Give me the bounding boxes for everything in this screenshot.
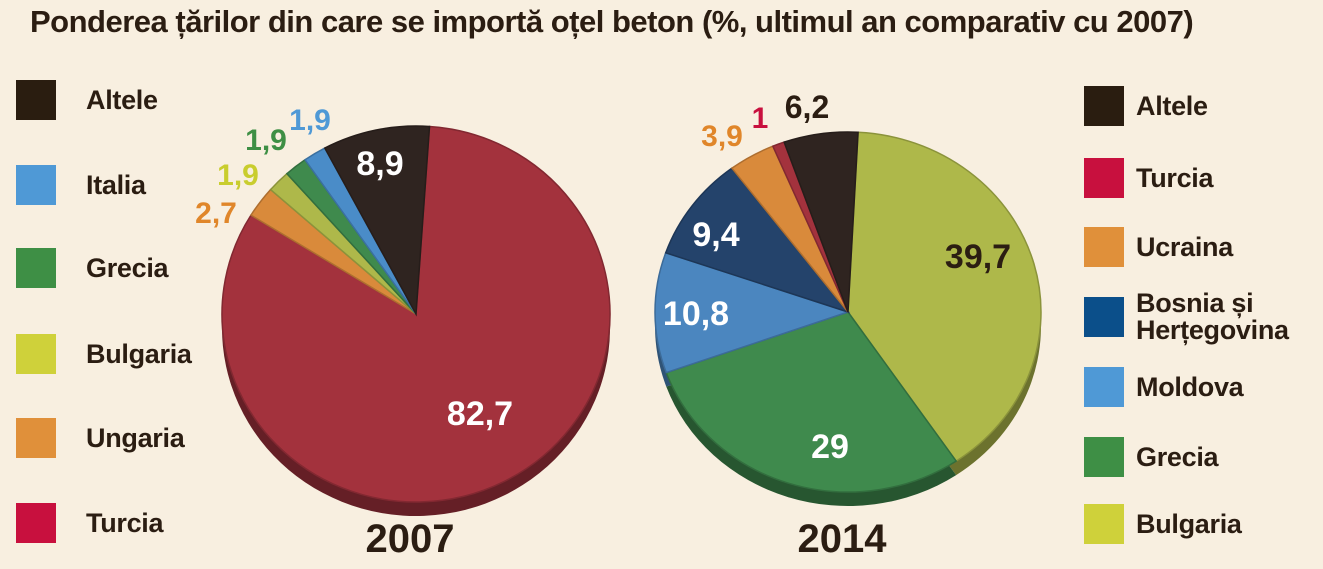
legend-item-grecia: Grecia [16, 248, 169, 288]
legend-label: Bulgaria [86, 338, 192, 369]
legend-label: Bulgaria [1136, 508, 1242, 539]
legend-item-turcia: Turcia [1084, 158, 1214, 198]
legend-swatch [1084, 158, 1124, 198]
chart-title: Ponderea țărilor din care se importă oțe… [30, 4, 1194, 39]
legend-label: Altele [86, 84, 158, 115]
pie-2007-label-turcia: 82,7 [447, 395, 513, 433]
legend-swatch [16, 248, 56, 288]
pie-2014-label-bulgaria: 39,7 [945, 238, 1011, 276]
legend-item-moldova: Moldova [1084, 367, 1244, 407]
legend-label: Altele [1136, 90, 1208, 121]
legend-swatch [1084, 86, 1124, 126]
legend-swatch [16, 334, 56, 374]
legend-item-italia: Italia [16, 165, 146, 205]
legend-item-ucraina: Ucraina [1084, 227, 1233, 267]
legend-item-bulgaria: Bulgaria [16, 334, 192, 374]
pie-2007-label-grecia: 1,9 [245, 124, 287, 157]
legend-label: Turcia [1136, 162, 1214, 193]
pie-2007-label-italia: 1,9 [289, 104, 331, 137]
year-label-2007: 2007 [366, 517, 455, 561]
pie-2014-label-altele: 6,2 [785, 89, 829, 125]
pie-2007-label-bulgaria: 1,9 [217, 159, 259, 192]
pie-2007-label-ungaria: 2,7 [195, 197, 237, 230]
legend-label: Ucraina [1136, 231, 1233, 262]
pie-2014-slice-bosnia [664, 167, 851, 314]
legend-swatch [1084, 437, 1124, 477]
legend-item-turcia: Turcia [16, 503, 164, 543]
pie-2014-label-grecia: 29 [811, 428, 849, 466]
legend-item-bulgaria: Bulgaria [1084, 504, 1242, 544]
legend-label: Grecia [1136, 441, 1219, 472]
legend-label: Italia [86, 169, 146, 200]
legend-item-grecia: Grecia [1084, 437, 1219, 477]
legend-item-bosnia: Bosnia și Herțegovina [1084, 290, 1323, 344]
pie-2007-label-altele: 8,9 [356, 145, 403, 183]
legend-label: Ungaria [86, 422, 185, 453]
legend-swatch [1084, 504, 1124, 544]
pie-2014-label-moldova: 10,8 [663, 295, 729, 333]
legend-item-ungaria: Ungaria [16, 418, 185, 458]
legend-swatch [1084, 367, 1124, 407]
legend-swatch [1084, 227, 1124, 267]
pie-2014-slice-moldova [654, 251, 851, 374]
pie-2014-slice-bulgaria [847, 131, 1042, 463]
pie-2014-slice-grecia [665, 311, 958, 493]
pie-2014-label-bosnia: 9,4 [692, 216, 739, 254]
legend-swatch [16, 418, 56, 458]
legend-label: Turcia [86, 507, 164, 538]
legend-item-altele: Altele [1084, 86, 1208, 126]
legend-swatch [16, 503, 56, 543]
pie-2014-label-ucraina: 3,9 [701, 120, 743, 153]
legend-item-altele: Altele [16, 80, 158, 120]
legend-swatch [16, 165, 56, 205]
legend-swatch [1084, 297, 1124, 337]
legend-label: Bosnia și Herțegovina [1136, 288, 1289, 345]
legend-swatch [16, 80, 56, 120]
year-label-2014: 2014 [798, 517, 888, 561]
legend-label: Grecia [86, 252, 169, 283]
legend-label: Moldova [1136, 371, 1244, 402]
pie-2014-label-turcia: 1 [752, 102, 769, 135]
pie-2007-slice-altele [323, 125, 431, 317]
pie-2014-slice-altele [783, 131, 859, 313]
